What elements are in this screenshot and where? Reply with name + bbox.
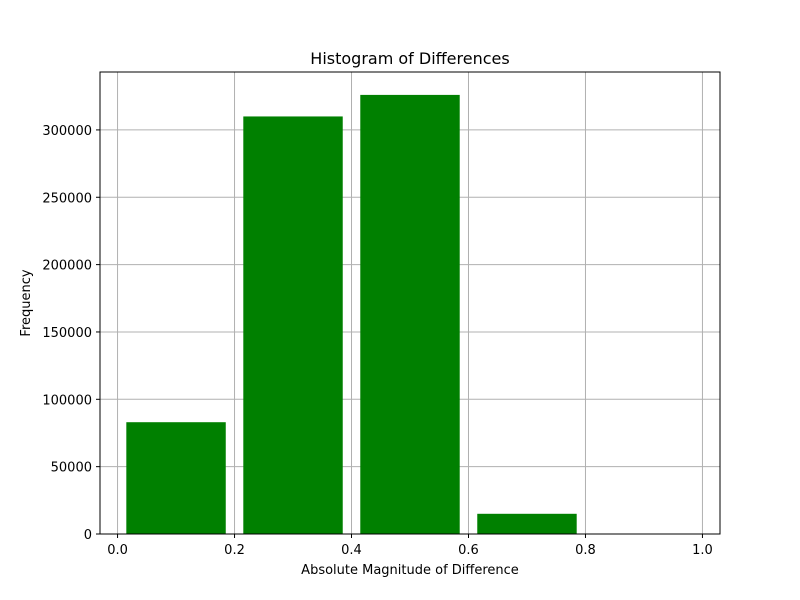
histogram-bar	[360, 94, 460, 535]
x-tick-label: 1.0	[692, 543, 713, 558]
x-tick-label: 0.2	[224, 543, 245, 558]
y-tick-label: 0	[84, 528, 92, 543]
x-axis-label: Absolute Magnitude of Difference	[301, 563, 519, 578]
histogram-bar	[126, 422, 226, 534]
x-tick-label: 0.8	[575, 543, 596, 558]
y-tick-label: 50000	[51, 461, 92, 476]
histogram-bar	[477, 513, 577, 534]
y-tick-label: 100000	[42, 393, 92, 408]
bars	[126, 94, 577, 535]
chart-title: Histogram of Differences	[310, 49, 509, 68]
x-tick-label: 0.0	[107, 543, 128, 558]
y-tick-label: 200000	[42, 259, 92, 274]
x-tick-label: 0.4	[341, 543, 362, 558]
y-tick-label: 150000	[42, 326, 92, 341]
histogram-bar	[243, 116, 343, 535]
x-tick-label: 0.6	[458, 543, 479, 558]
axes-frame	[99, 71, 721, 535]
y-tick-label: 250000	[42, 191, 92, 206]
axis-ticks: 0.0 0.2 0.4 0.6 0.8 1.0 0 50000 100000 150000 2000…	[42, 124, 712, 558]
y-axis-label: Frequency	[19, 269, 34, 336]
y-tick-label: 300000	[42, 124, 92, 139]
